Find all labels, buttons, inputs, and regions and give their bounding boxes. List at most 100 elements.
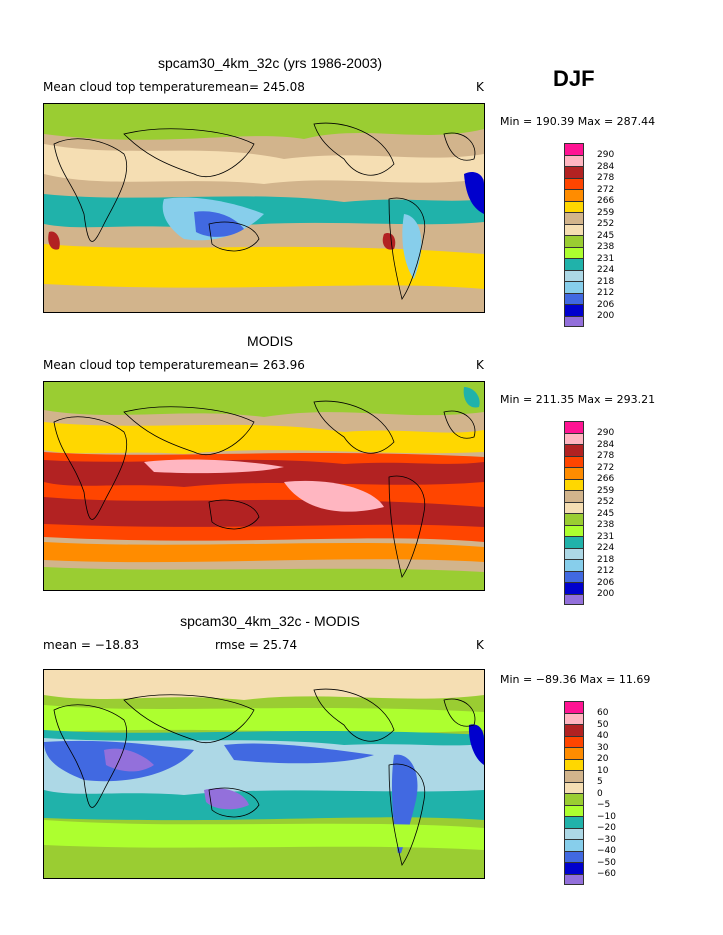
colorbar-label: 30 [597,742,609,753]
colorbar-label: 206 [597,299,615,310]
colorbar-label: 231 [597,531,615,542]
colorbar-swatch [564,421,584,433]
colorbar-label: 200 [597,311,615,321]
panel1-units: K [476,80,484,94]
colorbar-swatch [564,281,584,293]
colorbar-swatch [564,444,584,456]
colorbar-swatch [564,501,584,513]
colorbar-swatch [564,292,584,304]
colorbar-swatch [564,269,584,281]
colorbar-swatch [564,793,584,805]
colorbar-label: 272 [597,462,615,473]
colorbar-swatch [564,200,584,212]
colorbar-swatch [564,315,584,327]
colorbar-swatch [564,166,584,178]
colorbar-swatch [564,235,584,247]
colorbar-label: 284 [597,161,615,172]
colorbar-swatch [564,513,584,525]
panel3-colorbar [564,701,584,885]
colorbar-label: 218 [597,276,615,287]
panel1-left-label: Mean cloud top temperature [43,80,215,94]
panel3-minmax: Min = −89.36 Max = 11.69 [500,673,651,686]
colorbar-swatch [564,467,584,479]
season-label: DJF [553,66,595,91]
panel2-units: K [476,358,484,372]
colorbar-label: −30 [597,834,616,845]
colorbar-swatch [564,735,584,747]
panel3-map [43,669,485,879]
colorbar-swatch [564,177,584,189]
colorbar-label: 238 [597,242,615,252]
colorbar-swatch [564,258,584,270]
panel1-minmax: Min = 190.39 Max = 287.44 [500,115,656,128]
colorbar-label: 212 [597,566,615,576]
colorbar-label: 290 [597,428,615,438]
colorbar-label: 290 [597,150,615,160]
panel2-left-label: Mean cloud top temperature [43,358,215,372]
panel3-title: spcam30_4km_32c - MODIS [180,613,360,629]
colorbar-swatch [564,758,584,770]
colorbar-swatch [564,816,584,828]
colorbar-label: 10 [597,765,609,776]
colorbar-label: 252 [597,219,615,229]
colorbar-label: 200 [597,589,615,599]
colorbar-label: 218 [597,554,615,565]
colorbar-label: −50 [597,857,616,868]
colorbar-swatch [564,701,584,713]
panel1-map [43,103,485,313]
colorbar-swatch [564,570,584,582]
colorbar-swatch [564,143,584,155]
colorbar-label: 20 [597,754,609,764]
colorbar-swatch [564,536,584,548]
colorbar-label: 266 [597,196,615,206]
colorbar-label: 278 [597,451,615,461]
colorbar-swatch [564,862,584,874]
colorbar-label: 259 [597,485,615,496]
colorbar-swatch [564,154,584,166]
colorbar-swatch [564,724,584,736]
colorbar-label: 0 [597,788,603,799]
colorbar-label: 224 [597,265,615,275]
colorbar-swatch [564,223,584,235]
colorbar-label: 40 [597,731,609,741]
colorbar-label: −10 [597,811,616,822]
colorbar-label: 259 [597,207,615,218]
colorbar-label: 60 [597,708,609,718]
colorbar-label: 245 [597,230,615,241]
panel3-mean-stat: mean = −18.83 [43,638,140,652]
colorbar-swatch [564,524,584,536]
colorbar-swatch [564,839,584,851]
colorbar-swatch [564,490,584,502]
panel1-colorbar [564,143,584,327]
colorbar-swatch [564,873,584,885]
colorbar-label: −5 [597,800,611,810]
panel2-mean-label: mean= 263.96 [215,358,305,372]
colorbar-swatch [564,582,584,594]
colorbar-label: −20 [597,823,616,833]
colorbar-swatch [564,781,584,793]
colorbar-swatch [564,432,584,444]
colorbar-label: 238 [597,520,615,530]
colorbar-label: 245 [597,508,615,519]
colorbar-label: 278 [597,173,615,183]
panel3-rmse-stat: rmse = 25.74 [215,638,298,652]
colorbar-label: 50 [597,719,609,730]
panel3-units: K [476,638,484,652]
colorbar-label: 206 [597,577,615,588]
colorbar-swatch [564,189,584,201]
colorbar-swatch [564,747,584,759]
colorbar-label: 252 [597,497,615,507]
colorbar-swatch [564,827,584,839]
colorbar-swatch [564,547,584,559]
colorbar-swatch [564,712,584,724]
colorbar-swatch [564,770,584,782]
colorbar-swatch [564,478,584,490]
colorbar-label: 284 [597,439,615,450]
colorbar-label: −60 [597,869,616,879]
colorbar-swatch [564,850,584,862]
colorbar-label: 224 [597,543,615,553]
panel2-map [43,381,485,591]
panel1-mean-label: mean= 245.08 [215,80,305,94]
panel1-title: spcam30_4km_32c (yrs 1986-2003) [157,55,383,71]
colorbar-swatch [564,455,584,467]
